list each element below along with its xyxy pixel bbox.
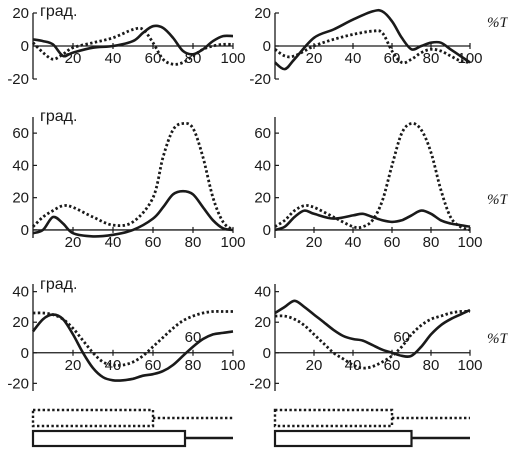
x-tick-label: 20 (306, 357, 323, 374)
y-tick-label: -20 (7, 71, 29, 88)
y-tick-label: 60 (12, 125, 29, 142)
y-tick-label: 0 (263, 222, 271, 239)
y-axis-label: град. (40, 108, 77, 125)
annotation-label: 60 (393, 329, 410, 346)
solid-stance-box (31, 429, 187, 448)
chart-panel-5: -20 0 20 40 20 40 60 80 100 град. 60 (7, 276, 245, 392)
solid-stance-box (273, 429, 413, 448)
x-tick-label: 100 (457, 50, 482, 67)
y-tick-label: 0 (21, 222, 29, 239)
chart-panel-6: -20 0 20 40 20 40 60 80 100 60 (249, 284, 482, 393)
phase-bars (31, 408, 470, 448)
y-axis-label: град. (40, 3, 77, 20)
x-tick-label: 100 (457, 357, 482, 374)
x-tick-label: 80 (423, 234, 440, 251)
y-tick-label: 0 (21, 345, 29, 362)
side-label-row-2: %T (487, 192, 508, 208)
side-label-row-1: %T (487, 15, 508, 31)
dotted-series-line (32, 121, 234, 232)
y-tick-label: -20 (249, 375, 271, 392)
chart-panel-4: 0 20 40 60 20 40 60 80 100 (254, 117, 483, 251)
dotted-series-line (274, 122, 471, 232)
x-tick-label: 20 (306, 50, 323, 67)
chart-panel-3: 0 20 40 60 20 40 60 80 100 град. (12, 108, 245, 251)
x-tick-label: 60 (384, 50, 401, 67)
x-tick-label: 40 (345, 234, 362, 251)
x-tick-label: 100 (220, 234, 245, 251)
x-tick-label: 80 (185, 357, 202, 374)
x-tick-label: 40 (105, 357, 122, 374)
solid-series-line (274, 299, 471, 358)
dotted-stance-box (31, 408, 155, 428)
y-tick-label: 20 (12, 314, 29, 331)
x-tick-label: 100 (220, 357, 245, 374)
x-tick-label: 60 (145, 50, 162, 67)
y-tick-label: -20 (7, 375, 29, 392)
x-tick-label: 40 (345, 50, 362, 67)
solid-series-line (274, 8, 471, 71)
side-label-row-3: %T (487, 331, 508, 347)
dotted-stance-box (273, 408, 394, 428)
y-axis-label: град. (40, 276, 77, 293)
solid-series-line (32, 189, 234, 238)
x-tick-label: 60 (384, 357, 401, 374)
y-tick-label: -20 (249, 71, 271, 88)
dotted-series-line (32, 26, 234, 66)
x-tick-label: 20 (65, 357, 82, 374)
dotted-series-line (32, 310, 233, 367)
y-tick-label: 20 (254, 5, 271, 22)
y-tick-label: 60 (254, 125, 271, 142)
solid-series-line (31, 313, 234, 382)
y-tick-label: 20 (254, 314, 271, 331)
x-tick-label: 20 (65, 234, 82, 251)
dotted-series-line (274, 310, 471, 370)
x-tick-label: 20 (306, 234, 323, 251)
y-tick-label: 0 (263, 345, 271, 362)
solid-series-line (274, 209, 471, 232)
x-tick-label: 60 (145, 234, 162, 251)
x-tick-label: 80 (423, 357, 440, 374)
x-tick-label: 60 (145, 357, 162, 374)
chart-panel-2: -20 0 20 20 40 60 80 100 (249, 5, 482, 88)
y-tick-label: 20 (254, 190, 271, 207)
y-tick-label: 40 (12, 284, 29, 301)
y-tick-label: 0 (263, 38, 271, 55)
dotted-series-line (274, 29, 471, 65)
x-tick-label: 40 (105, 234, 122, 251)
x-tick-label: 60 (384, 234, 401, 251)
x-tick-label: 40 (345, 357, 362, 374)
y-tick-label: 40 (12, 157, 29, 174)
x-tick-label: 80 (423, 50, 440, 67)
y-tick-label: 0 (21, 38, 29, 55)
y-tick-label: 40 (254, 157, 271, 174)
x-tick-label: 100 (457, 234, 482, 251)
x-tick-label: 80 (185, 234, 202, 251)
x-tick-label: 40 (105, 50, 122, 67)
solid-series-line (32, 24, 234, 58)
x-tick-label: 100 (220, 50, 245, 67)
y-tick-label: 20 (12, 190, 29, 207)
y-tick-label: 40 (254, 284, 271, 301)
annotation-label: 60 (185, 329, 202, 346)
phase-bar-1 (31, 408, 233, 448)
y-tick-label: 20 (12, 5, 29, 22)
phase-bar-2 (273, 408, 470, 448)
